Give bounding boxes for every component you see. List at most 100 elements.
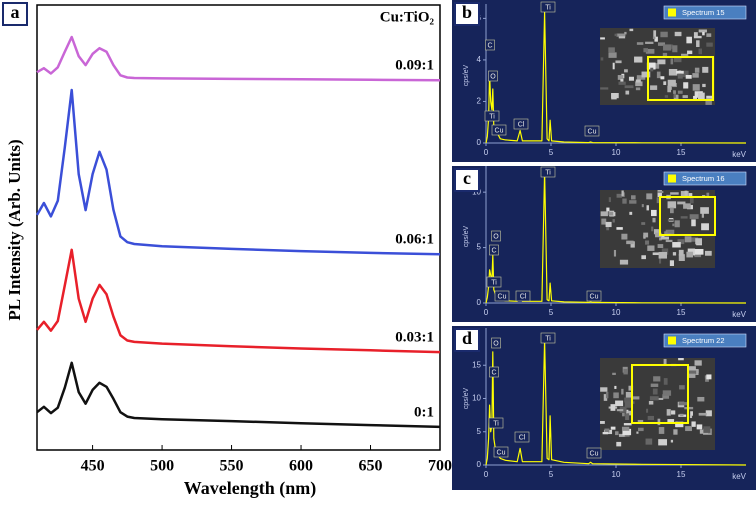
grain [621, 426, 630, 431]
grain [620, 79, 624, 82]
x-tick-label: 5 [549, 308, 554, 317]
grain [694, 360, 702, 366]
grain [617, 75, 624, 80]
legend-title: Cu:TiO₂ [380, 9, 435, 25]
grain [702, 32, 705, 36]
grain [684, 236, 692, 243]
grain [629, 200, 637, 204]
x-tick-label: 700 [428, 458, 452, 475]
grain [684, 190, 688, 196]
y-tick-label: 5 [477, 427, 482, 436]
legend-label: Spectrum 15 [682, 8, 725, 17]
spectrum-line [485, 11, 747, 144]
grain [673, 94, 679, 101]
y-tick-label: 10 [472, 394, 481, 403]
grain [610, 426, 616, 430]
legend-box [663, 333, 747, 348]
grain [681, 70, 689, 78]
grain [600, 420, 605, 424]
grain [635, 87, 641, 91]
grain [655, 232, 662, 238]
grain [698, 29, 707, 33]
element-label: C [491, 247, 496, 254]
y-tick-label: 0 [477, 138, 482, 147]
grain [702, 83, 706, 88]
grain [703, 426, 711, 433]
grain [615, 400, 624, 407]
grain [626, 409, 629, 417]
grain [659, 256, 662, 264]
grain [683, 82, 689, 89]
grain [693, 35, 702, 39]
panel-letter-box [454, 168, 480, 192]
x-tick-label: 600 [289, 458, 313, 475]
grain [694, 252, 702, 258]
grain [618, 433, 627, 437]
grain [671, 410, 676, 415]
selection-box [647, 56, 714, 101]
grain [664, 95, 669, 98]
element-box [540, 332, 556, 344]
grain [692, 84, 700, 91]
grain [623, 368, 628, 375]
grain [679, 413, 684, 417]
grain [600, 387, 608, 392]
x-tick-label: 550 [220, 458, 244, 475]
grain [619, 259, 629, 265]
grain [657, 244, 664, 248]
legend-box [663, 171, 747, 186]
grain [670, 439, 674, 443]
element-label: Cu [498, 293, 507, 300]
grain [618, 36, 626, 39]
element-label: O [493, 233, 499, 240]
grain [606, 207, 610, 212]
grain [686, 251, 694, 258]
grain [706, 33, 712, 37]
grain [612, 372, 616, 375]
grain [667, 219, 674, 222]
grain [643, 232, 649, 238]
grain [641, 222, 646, 225]
grain [694, 248, 704, 255]
x-axis-label: Wavelength (nm) [184, 478, 317, 499]
grain [661, 248, 669, 255]
x-axis-label: keV [732, 472, 746, 481]
grain [615, 60, 622, 64]
grain [649, 396, 659, 401]
grain [608, 52, 617, 58]
grain [701, 223, 709, 231]
grain [629, 211, 633, 215]
element-box [540, 166, 556, 178]
grain [628, 385, 634, 391]
grain [616, 33, 626, 37]
grain [622, 412, 625, 417]
grain [600, 37, 605, 40]
grain [704, 250, 712, 256]
grain [663, 81, 667, 85]
selection-box [659, 196, 716, 236]
element-label: Ti [493, 420, 499, 427]
grain [650, 67, 654, 72]
grain [672, 242, 681, 248]
grain [645, 41, 654, 44]
grain [672, 223, 675, 227]
grain [669, 260, 675, 267]
panel-letter: d [462, 328, 472, 348]
grain [645, 438, 653, 445]
grain [660, 76, 665, 80]
grain [661, 234, 665, 239]
grain [658, 427, 665, 434]
grain [659, 237, 662, 241]
y-axis-label: cps/eV [463, 225, 470, 247]
grain [680, 216, 688, 219]
x-axis-label: keV [732, 310, 746, 319]
spectrum-line [36, 248, 441, 354]
element-label: Cl [519, 434, 526, 441]
element-label: Ti [545, 335, 551, 342]
series-label: 0.06:1 [395, 232, 434, 248]
grain [624, 397, 634, 403]
spectrum-line [36, 35, 441, 82]
grain [665, 239, 673, 243]
y-axis-label: PL Intensity (Arb. Units) [5, 139, 24, 320]
grain [662, 52, 668, 57]
